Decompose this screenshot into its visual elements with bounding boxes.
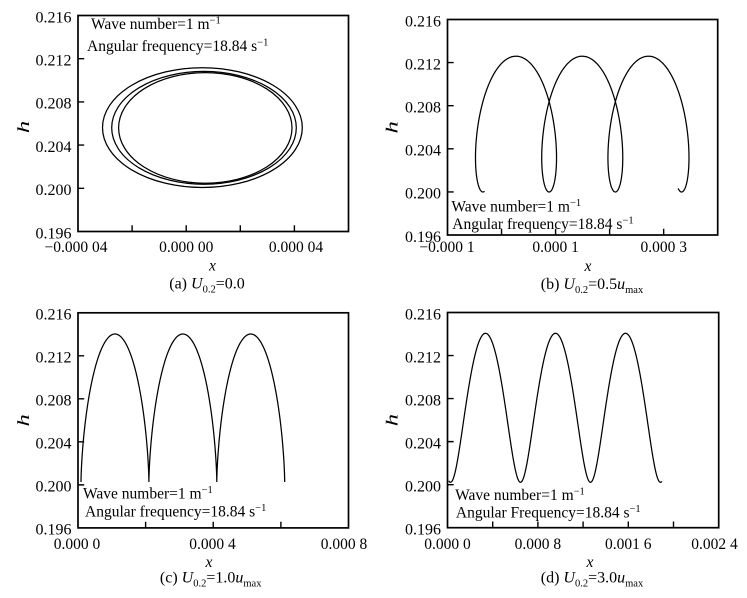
svg-text:0.212: 0.212 bbox=[36, 350, 72, 367]
svg-text:0.200: 0.200 bbox=[36, 479, 72, 496]
svg-text:x: x bbox=[208, 258, 216, 275]
svg-text:0.000 0: 0.000 0 bbox=[54, 536, 101, 553]
svg-text:0.208: 0.208 bbox=[405, 100, 441, 117]
svg-text:0.216: 0.216 bbox=[36, 9, 72, 26]
svg-text:0.208: 0.208 bbox=[36, 393, 72, 410]
svg-text:Wave number=1 m−1: Wave number=1 m−1 bbox=[455, 487, 585, 505]
svg-text:Angular frequency=18.84 s−1: Angular frequency=18.84 s−1 bbox=[85, 503, 266, 521]
svg-text:x: x bbox=[584, 258, 592, 275]
svg-text:0.000 04: 0.000 04 bbox=[269, 239, 324, 256]
svg-text:Angular frequency=18.84 s−1: Angular frequency=18.84 s−1 bbox=[87, 37, 268, 55]
svg-text:0.002 4: 0.002 4 bbox=[691, 536, 738, 553]
svg-text:0.216: 0.216 bbox=[405, 13, 441, 30]
svg-text:0.204: 0.204 bbox=[36, 436, 72, 453]
svg-text:0.208: 0.208 bbox=[405, 392, 441, 409]
svg-text:x: x bbox=[586, 554, 594, 571]
svg-text:0.000 8: 0.000 8 bbox=[321, 536, 368, 553]
svg-text:−0.000 1: −0.000 1 bbox=[419, 239, 474, 256]
svg-text:(d) U0.2=3.0umax: (d) U0.2=3.0umax bbox=[541, 569, 644, 589]
svg-text:0.000 3: 0.000 3 bbox=[640, 239, 687, 256]
svg-text:Angular Frequency=18.84 s−1: Angular Frequency=18.84 s−1 bbox=[456, 504, 641, 522]
svg-text:h: h bbox=[382, 121, 401, 133]
svg-text:(b) U0.2=0.5umax: (b) U0.2=0.5umax bbox=[541, 276, 644, 296]
svg-text:0.208: 0.208 bbox=[36, 96, 72, 113]
svg-text:Angular frequency=18.84 s−1: Angular frequency=18.84 s−1 bbox=[452, 215, 633, 233]
svg-text:0.212: 0.212 bbox=[36, 53, 72, 70]
svg-text:h: h bbox=[14, 414, 33, 426]
svg-text:−0.000 04: −0.000 04 bbox=[45, 239, 108, 256]
svg-text:0.196: 0.196 bbox=[36, 225, 72, 242]
svg-text:0.200: 0.200 bbox=[405, 478, 441, 495]
svg-text:0.196: 0.196 bbox=[405, 522, 441, 539]
svg-text:0.000 4: 0.000 4 bbox=[189, 536, 236, 553]
svg-text:0.216: 0.216 bbox=[405, 306, 441, 323]
svg-text:Wave number=1 m−1: Wave number=1 m−1 bbox=[451, 198, 581, 216]
svg-text:0.000 1: 0.000 1 bbox=[532, 239, 579, 256]
svg-text:0.196: 0.196 bbox=[405, 229, 441, 246]
svg-text:(a) U0.2=0.0: (a) U0.2=0.0 bbox=[169, 275, 244, 295]
svg-text:0.212: 0.212 bbox=[405, 56, 441, 73]
svg-text:0.204: 0.204 bbox=[405, 143, 441, 160]
svg-text:0.000 0: 0.000 0 bbox=[424, 536, 471, 553]
svg-text:0.196: 0.196 bbox=[36, 522, 72, 539]
svg-text:h: h bbox=[14, 121, 33, 133]
svg-text:0.000 8: 0.000 8 bbox=[515, 536, 562, 553]
svg-text:0.200: 0.200 bbox=[36, 182, 72, 199]
svg-text:Wave number=1 m−1: Wave number=1 m−1 bbox=[91, 16, 221, 34]
svg-text:Wave number=1 m−1: Wave number=1 m−1 bbox=[83, 485, 213, 503]
svg-text:0.000 00: 0.000 00 bbox=[159, 239, 214, 256]
svg-text:0.204: 0.204 bbox=[36, 139, 72, 156]
svg-text:x: x bbox=[205, 554, 213, 571]
svg-text:0.212: 0.212 bbox=[405, 349, 441, 366]
svg-text:0.216: 0.216 bbox=[36, 307, 72, 324]
svg-text:0.200: 0.200 bbox=[405, 186, 441, 203]
svg-text:(c) U0.2=1.0umax: (c) U0.2=1.0umax bbox=[160, 569, 262, 589]
svg-text:0.204: 0.204 bbox=[405, 435, 441, 452]
svg-text:0.001 6: 0.001 6 bbox=[605, 536, 652, 553]
svg-text:h: h bbox=[382, 414, 401, 426]
